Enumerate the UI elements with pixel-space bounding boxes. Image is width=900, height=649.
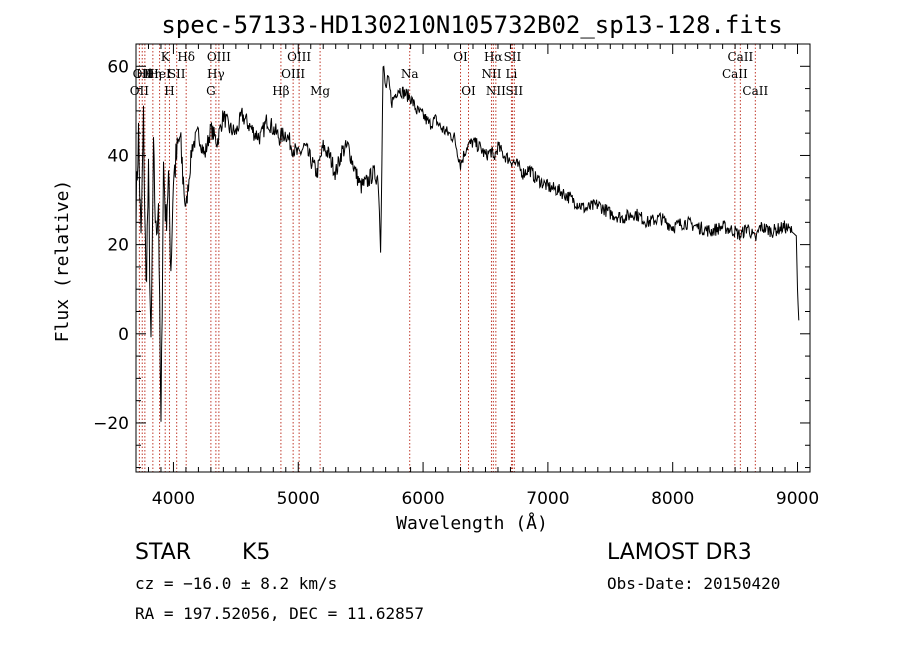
line-label-17: OI bbox=[453, 50, 468, 64]
line-label-4: HeI bbox=[148, 67, 171, 81]
x-tick-label: 8000 bbox=[651, 489, 694, 509]
object-class: STAR bbox=[135, 540, 191, 565]
line-label-16: Na bbox=[401, 67, 419, 81]
x-tick-label: 9000 bbox=[776, 489, 819, 509]
ra-dec-coordinates: RA = 197.52056, DEC = 11.62857 bbox=[135, 604, 424, 623]
y-tick-label: 40 bbox=[107, 146, 129, 166]
line-label-3: Hη bbox=[144, 67, 162, 81]
axis-tick-labels: 4000 5000 6000 7000 8000 9000 −20 0 20 40 60 bbox=[93, 57, 819, 509]
line-label-19: NII bbox=[481, 67, 501, 81]
line-label-25: CaII bbox=[722, 67, 748, 81]
x-axis-label: Wavelength (Å) bbox=[396, 512, 548, 534]
line-label-21: NII bbox=[486, 84, 506, 98]
line-label-7: SII bbox=[168, 67, 186, 81]
spectral-line-labels: OIIOIIHθHηHeIKHSIIHδGHγOIIIHβOIIIOIIIMgN… bbox=[130, 50, 769, 98]
line-label-15: Mg bbox=[310, 84, 330, 98]
flux-series-line bbox=[135, 65, 800, 422]
spectral-line-markers bbox=[138, 44, 756, 472]
line-label-9: G bbox=[206, 84, 216, 98]
line-label-1: OII bbox=[133, 67, 153, 81]
object-subclass: K5 bbox=[242, 540, 270, 565]
line-label-20: Hα bbox=[484, 50, 503, 64]
line-label-2: Hθ bbox=[136, 67, 154, 81]
line-label-26: CaII bbox=[727, 50, 753, 64]
y-tick-label: −20 bbox=[93, 414, 129, 434]
x-tick-label: 6000 bbox=[401, 489, 444, 509]
observation-date: Obs-Date: 20150420 bbox=[607, 574, 780, 593]
survey-name: LAMOST DR3 bbox=[607, 540, 752, 565]
line-label-18: OI bbox=[461, 84, 476, 98]
x-tick-label: 7000 bbox=[526, 489, 569, 509]
line-label-22: Li bbox=[506, 67, 518, 81]
line-label-6: H bbox=[164, 84, 174, 98]
line-label-8: Hδ bbox=[177, 50, 195, 64]
chart-title: spec-57133-HD130210N105732B02_sp13-128.f… bbox=[161, 11, 782, 39]
plot-frame bbox=[135, 43, 811, 473]
line-label-11: OIII bbox=[207, 50, 231, 64]
y-tick-label: 0 bbox=[118, 325, 129, 345]
x-tick-label: 5000 bbox=[277, 489, 320, 509]
line-label-24: SII bbox=[505, 84, 523, 98]
y-tick-label: 60 bbox=[107, 57, 129, 77]
y-tick-label: 20 bbox=[107, 236, 129, 256]
line-label-14: OIII bbox=[287, 50, 311, 64]
line-label-0: OII bbox=[130, 84, 150, 98]
line-label-12: Hβ bbox=[272, 84, 289, 98]
line-label-23: SII bbox=[504, 50, 522, 64]
x-tick-label: 4000 bbox=[152, 489, 195, 509]
line-label-13: OIII bbox=[281, 67, 305, 81]
line-label-10: Hγ bbox=[207, 67, 225, 81]
line-label-5: K bbox=[161, 50, 171, 64]
redshift-cz: cz = −16.0 ± 8.2 km/s bbox=[135, 574, 337, 593]
axis-ticks bbox=[135, 43, 811, 472]
y-axis-label: Flux (relative) bbox=[52, 180, 73, 343]
line-label-27: CaII bbox=[742, 84, 768, 98]
